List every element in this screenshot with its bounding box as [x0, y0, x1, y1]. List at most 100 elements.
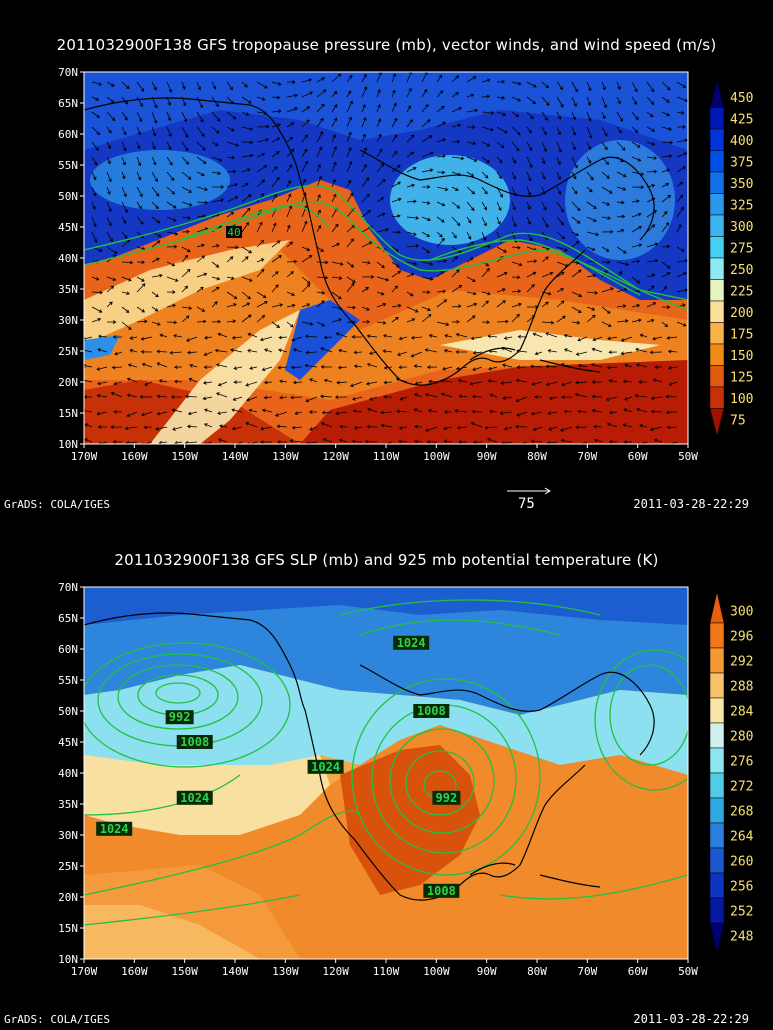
wind-vector [316, 103, 325, 113]
wind-vector [143, 425, 153, 430]
wind-vector [136, 246, 146, 251]
wind-vector [166, 81, 173, 93]
wind-vector [301, 255, 313, 263]
wind-vector [96, 393, 108, 398]
wind-vector [256, 291, 267, 299]
colorbar-swatch [709, 79, 725, 108]
wind-vector [601, 141, 608, 151]
wind-vector [586, 201, 597, 209]
wind-vector [616, 304, 627, 308]
wind-vector [421, 306, 431, 312]
wind-vector [352, 409, 363, 413]
wind-vector [361, 193, 370, 203]
wind-vector [631, 303, 641, 308]
wind-vector [503, 426, 513, 431]
wind-vector [196, 214, 206, 219]
wind-vector [545, 381, 558, 386]
wind-vector [286, 179, 291, 188]
wind-vector [451, 201, 461, 209]
wind-vector [676, 206, 684, 218]
colorbar-label: 284 [730, 705, 754, 720]
wind-vector [121, 201, 128, 214]
wind-vector [136, 260, 146, 265]
wind-vector [211, 244, 220, 248]
isobar-label: 1008 [180, 735, 209, 749]
wind-vector [406, 261, 418, 266]
wind-vector [556, 246, 569, 252]
wind-vector [436, 216, 445, 223]
wind-vector [639, 333, 648, 338]
wind-vector [406, 306, 419, 313]
wind-vector [661, 321, 669, 328]
wind-vector [226, 245, 239, 250]
isobar-label: 1024 [180, 791, 209, 805]
wind-vector [398, 336, 408, 341]
wind-vector [136, 111, 143, 123]
wind-vector [410, 335, 423, 340]
wind-vector [97, 381, 108, 386]
wind-vector [166, 156, 173, 166]
colorbar-label: 288 [730, 680, 753, 695]
wind-vector [451, 75, 460, 83]
wind-vector [466, 231, 472, 240]
colorbar-swatch [709, 772, 725, 799]
colorbar-swatch [709, 591, 725, 624]
wind-vector [271, 151, 280, 158]
wind-vector [91, 276, 100, 281]
wind-vector [271, 81, 282, 86]
wind-vector [623, 408, 633, 413]
wind-vector [391, 261, 400, 268]
lon-tick-label: 60W [628, 965, 648, 978]
colorbar-swatch [709, 107, 725, 130]
wind-vector [169, 350, 183, 355]
wind-vector [661, 272, 671, 278]
wind-vector [631, 226, 642, 233]
wind-vector [666, 425, 678, 430]
wind-vector [286, 321, 294, 328]
wind-vector [346, 179, 352, 188]
wind-vector [601, 111, 606, 120]
wind-vector [635, 363, 648, 368]
wind-vector [376, 103, 381, 113]
bottom-footer-timestamp: 2011-03-28-22:29 [633, 1012, 749, 1026]
wind-vector [271, 176, 280, 188]
wind-vector [421, 290, 431, 295]
wind-vector [211, 171, 222, 175]
wind-vector [534, 351, 543, 356]
wind-vector [292, 348, 303, 353]
lon-tick-label: 90W [477, 965, 497, 978]
wind-vector [511, 126, 521, 136]
wind-vector [406, 231, 417, 236]
wind-vector [211, 156, 223, 162]
wind-vector [451, 231, 457, 239]
wind-vector [541, 301, 549, 308]
wind-vector [413, 408, 423, 413]
wind-vector [646, 258, 659, 263]
wind-vector [488, 366, 498, 371]
wind-vector [256, 81, 268, 89]
wind-vector [364, 439, 378, 444]
wind-vector [106, 111, 116, 122]
wind-vector [571, 141, 576, 151]
colorbar-label: 280 [730, 730, 753, 745]
reference-vector-icon [507, 487, 551, 495]
wind-vector [526, 201, 531, 211]
wind-vector [151, 291, 159, 298]
wind-vector [586, 156, 592, 164]
wind-vector [331, 291, 342, 300]
wind-vector [174, 379, 183, 384]
wind-vector [676, 166, 686, 173]
wind-vector [231, 426, 243, 431]
wind-vector [376, 89, 381, 98]
wind-vector [668, 381, 678, 386]
wind-vector [481, 231, 487, 241]
wind-vector [608, 379, 618, 383]
wind-vector [472, 394, 483, 399]
wind-vector [346, 238, 355, 248]
wind-vector [309, 378, 318, 383]
wind-vector [156, 394, 168, 399]
wind-vector [174, 440, 183, 444]
wind-vector [410, 351, 423, 358]
wind-vector [496, 271, 508, 278]
lat-tick-label: 45N [58, 736, 78, 749]
